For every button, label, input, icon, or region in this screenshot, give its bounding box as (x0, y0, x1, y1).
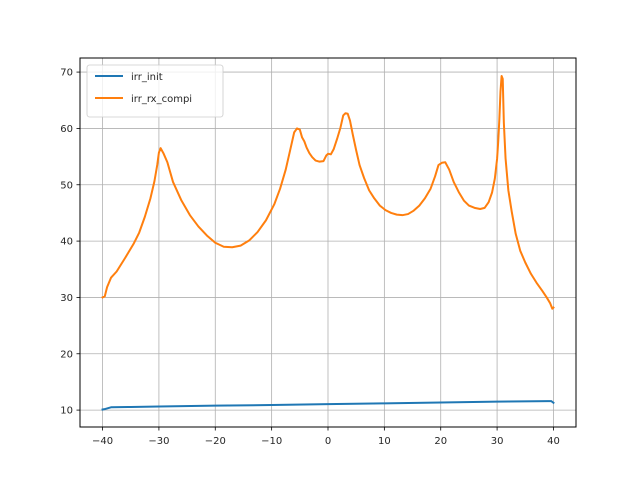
legend-label: irr_init (131, 72, 163, 83)
y-tick-label: 70 (60, 68, 73, 79)
y-tick-label: 30 (60, 293, 73, 304)
y-tick-label: 50 (60, 180, 73, 191)
series-lines (101, 75, 555, 411)
x-tick-label: 10 (378, 436, 391, 447)
x-tick-label: 30 (491, 436, 504, 447)
x-tick-label: −10 (261, 436, 282, 447)
x-tick-label: 40 (547, 436, 560, 447)
series-line-irr-init (101, 400, 555, 411)
y-tick-label: 40 (60, 237, 73, 248)
legend-box (86, 64, 224, 118)
legend-label: irr_rx_compi (131, 94, 192, 105)
x-tick-label: −20 (205, 436, 226, 447)
x-tick-label: −40 (92, 436, 113, 447)
y-tick-label: 60 (60, 124, 73, 135)
y-tick-label: 10 (60, 406, 73, 417)
legend: irr_init irr_rx_compi (86, 64, 224, 118)
series-line-irr-rx-compi (101, 75, 555, 310)
x-tick-label: 0 (325, 436, 331, 447)
x-tick-label: −30 (148, 436, 169, 447)
y-axis-ticks: 10 20 30 40 50 60 70 (60, 68, 80, 417)
x-axis-ticks: −40 −30 −20 −10 0 10 20 30 40 (92, 427, 560, 447)
x-tick-label: 20 (434, 436, 447, 447)
y-tick-label: 20 (60, 349, 73, 360)
